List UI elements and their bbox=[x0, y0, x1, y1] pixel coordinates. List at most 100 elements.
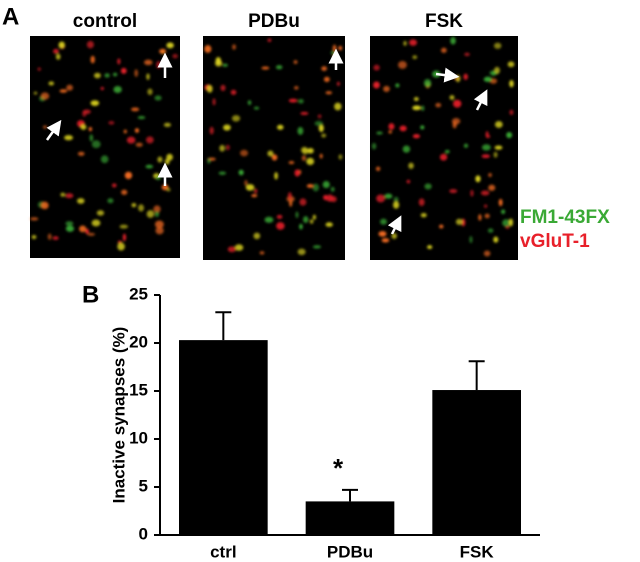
punctum bbox=[444, 150, 450, 154]
punctum bbox=[502, 219, 511, 227]
punctum bbox=[93, 72, 101, 79]
stain-label: FM1-43FX bbox=[520, 207, 610, 228]
punctum bbox=[65, 193, 74, 199]
punctum bbox=[297, 126, 304, 135]
punctum bbox=[172, 53, 178, 59]
punctum bbox=[43, 125, 47, 129]
punctum bbox=[483, 76, 493, 82]
punctum bbox=[484, 213, 490, 219]
bar bbox=[432, 390, 521, 535]
punctum bbox=[325, 91, 333, 95]
punctum bbox=[119, 224, 129, 229]
punctum bbox=[508, 218, 513, 227]
punctum bbox=[274, 172, 278, 180]
punctum bbox=[338, 45, 343, 51]
punctum bbox=[439, 153, 448, 161]
punctum bbox=[287, 192, 292, 200]
punctum bbox=[112, 72, 118, 77]
punctum bbox=[463, 143, 469, 148]
punctum bbox=[79, 225, 87, 233]
punctum bbox=[449, 189, 458, 194]
punctum bbox=[219, 144, 226, 152]
punctum bbox=[334, 102, 342, 111]
punctum bbox=[412, 105, 422, 111]
punctum bbox=[393, 201, 400, 209]
image-title: control bbox=[73, 11, 137, 32]
punctum bbox=[104, 73, 110, 78]
punctum bbox=[288, 98, 298, 103]
punctum bbox=[65, 221, 74, 226]
arrow bbox=[473, 89, 488, 111]
punctum bbox=[435, 102, 442, 108]
punctum bbox=[381, 238, 390, 243]
punctum bbox=[76, 198, 85, 204]
punctum bbox=[253, 106, 260, 110]
bar bbox=[305, 501, 395, 535]
punctum bbox=[330, 186, 335, 192]
punctum bbox=[222, 63, 228, 67]
punctum bbox=[295, 211, 299, 219]
punctum bbox=[121, 189, 128, 195]
punctum bbox=[501, 209, 506, 215]
punctum bbox=[134, 128, 140, 133]
punctum bbox=[412, 134, 421, 139]
punctum bbox=[318, 124, 324, 133]
punctum bbox=[227, 246, 237, 253]
punctum bbox=[483, 250, 491, 257]
punctum bbox=[493, 236, 499, 243]
punctum bbox=[164, 158, 170, 165]
punctum bbox=[155, 175, 161, 181]
bar bbox=[179, 340, 268, 535]
puncta bbox=[204, 38, 343, 256]
punctum bbox=[481, 144, 491, 151]
punctum bbox=[88, 127, 93, 132]
punctum bbox=[59, 89, 68, 93]
punctum bbox=[484, 204, 488, 208]
punctum bbox=[33, 91, 38, 95]
punctum bbox=[161, 184, 169, 191]
punctum bbox=[122, 233, 127, 242]
punctum bbox=[264, 216, 274, 223]
punctum bbox=[393, 196, 399, 203]
punctum bbox=[53, 48, 59, 54]
punctum bbox=[406, 179, 411, 184]
punctum bbox=[215, 57, 222, 65]
punctum bbox=[424, 183, 432, 190]
punctum bbox=[89, 134, 94, 142]
punctum bbox=[100, 86, 104, 91]
punctum bbox=[388, 123, 395, 130]
punctum bbox=[309, 219, 314, 224]
y-tick-label: 20 bbox=[129, 332, 148, 351]
punctum bbox=[64, 135, 74, 141]
punctum bbox=[423, 78, 432, 87]
punctum bbox=[154, 220, 164, 229]
punctum bbox=[60, 192, 66, 197]
punctum bbox=[319, 153, 323, 159]
x-tick-label: FSK bbox=[460, 542, 495, 561]
punctum bbox=[271, 154, 278, 161]
punctum bbox=[391, 232, 397, 239]
punctum bbox=[324, 194, 328, 201]
error-bar bbox=[215, 311, 232, 341]
punctum bbox=[66, 84, 73, 91]
punctum bbox=[117, 58, 121, 65]
punctum bbox=[402, 145, 411, 153]
punctum bbox=[275, 65, 283, 70]
punctum bbox=[409, 39, 417, 46]
punctum bbox=[463, 73, 468, 80]
punctum bbox=[507, 61, 515, 68]
punctum bbox=[300, 146, 308, 154]
punctum bbox=[87, 232, 96, 236]
punctum bbox=[298, 98, 304, 104]
punctum bbox=[373, 81, 380, 89]
punctum bbox=[450, 36, 456, 45]
punctum bbox=[244, 180, 248, 186]
punctum bbox=[317, 114, 322, 119]
punctum bbox=[384, 193, 393, 199]
punctum bbox=[312, 245, 322, 249]
punctum bbox=[37, 67, 41, 71]
punctum bbox=[40, 92, 50, 100]
punctum bbox=[206, 84, 213, 93]
punctum bbox=[418, 198, 425, 206]
